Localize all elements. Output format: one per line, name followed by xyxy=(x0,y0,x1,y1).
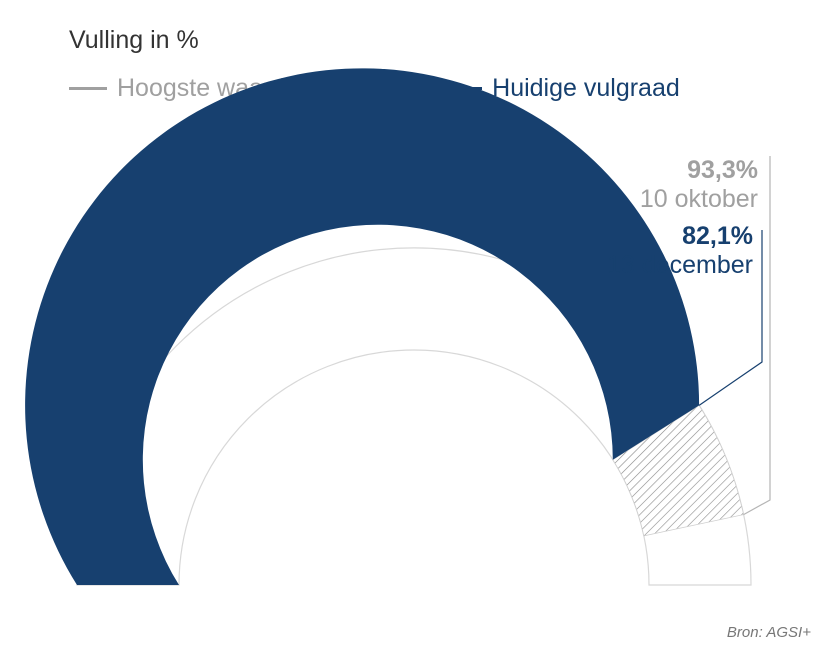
annotation-peak-date: 10 oktober xyxy=(639,185,758,213)
annotation-peak-value: 93,3% xyxy=(687,156,758,184)
chart-title: Vulling in % xyxy=(69,26,199,54)
legend-swatch-peak xyxy=(69,87,107,90)
gauge-current-segment xyxy=(25,68,700,586)
annotation-current: 82,1% 13 december xyxy=(607,222,753,280)
annotation-peak: 93,3% 10 oktober xyxy=(640,156,758,214)
legend-item-current: Huidige vulgraad xyxy=(444,74,680,103)
leader-line-current xyxy=(698,230,763,406)
source-note: Bron: AGSI+ xyxy=(726,624,811,641)
legend-label-current: Huidige vulgraad xyxy=(492,74,680,102)
gauge-peak-segment xyxy=(612,404,745,537)
leader-line-peak xyxy=(743,156,771,516)
annotation-current-value: 82,1% xyxy=(682,222,753,250)
annotation-current-date: 13 december xyxy=(607,251,753,279)
